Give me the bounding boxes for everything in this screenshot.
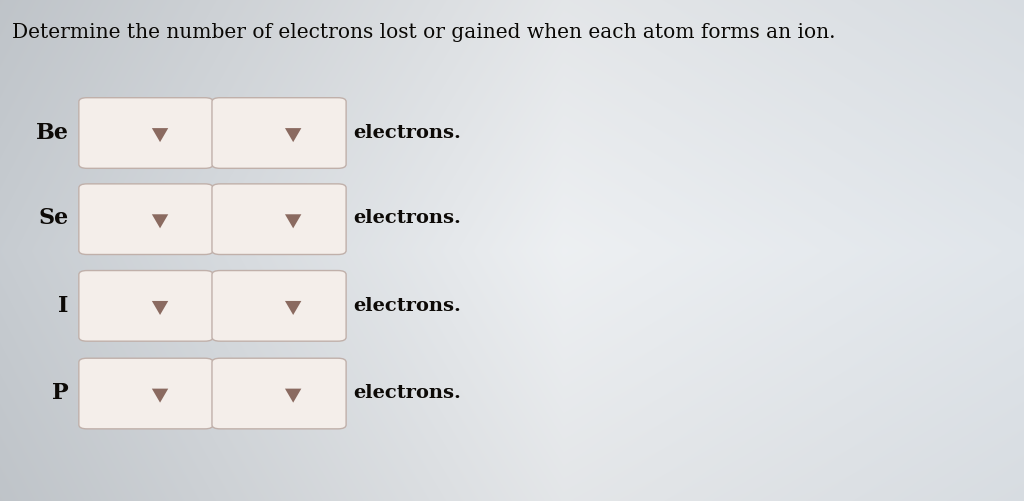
FancyBboxPatch shape: [212, 184, 346, 255]
Polygon shape: [285, 389, 301, 403]
Polygon shape: [285, 128, 301, 142]
FancyBboxPatch shape: [79, 98, 213, 168]
Text: Determine the number of electrons lost or gained when each atom forms an ion.: Determine the number of electrons lost o…: [12, 23, 836, 42]
Polygon shape: [152, 214, 168, 228]
Polygon shape: [285, 301, 301, 315]
Polygon shape: [152, 301, 168, 315]
FancyBboxPatch shape: [212, 358, 346, 429]
Polygon shape: [152, 389, 168, 403]
Text: P: P: [52, 382, 69, 404]
FancyBboxPatch shape: [212, 271, 346, 341]
Text: Be: Be: [36, 122, 69, 144]
Text: Se: Se: [38, 207, 69, 229]
Text: electrons.: electrons.: [353, 297, 461, 315]
Polygon shape: [285, 214, 301, 228]
FancyBboxPatch shape: [79, 184, 213, 255]
Text: electrons.: electrons.: [353, 124, 461, 142]
Polygon shape: [152, 128, 168, 142]
Text: I: I: [58, 295, 69, 317]
FancyBboxPatch shape: [79, 271, 213, 341]
FancyBboxPatch shape: [79, 358, 213, 429]
FancyBboxPatch shape: [212, 98, 346, 168]
Text: electrons.: electrons.: [353, 384, 461, 402]
Text: electrons.: electrons.: [353, 209, 461, 227]
